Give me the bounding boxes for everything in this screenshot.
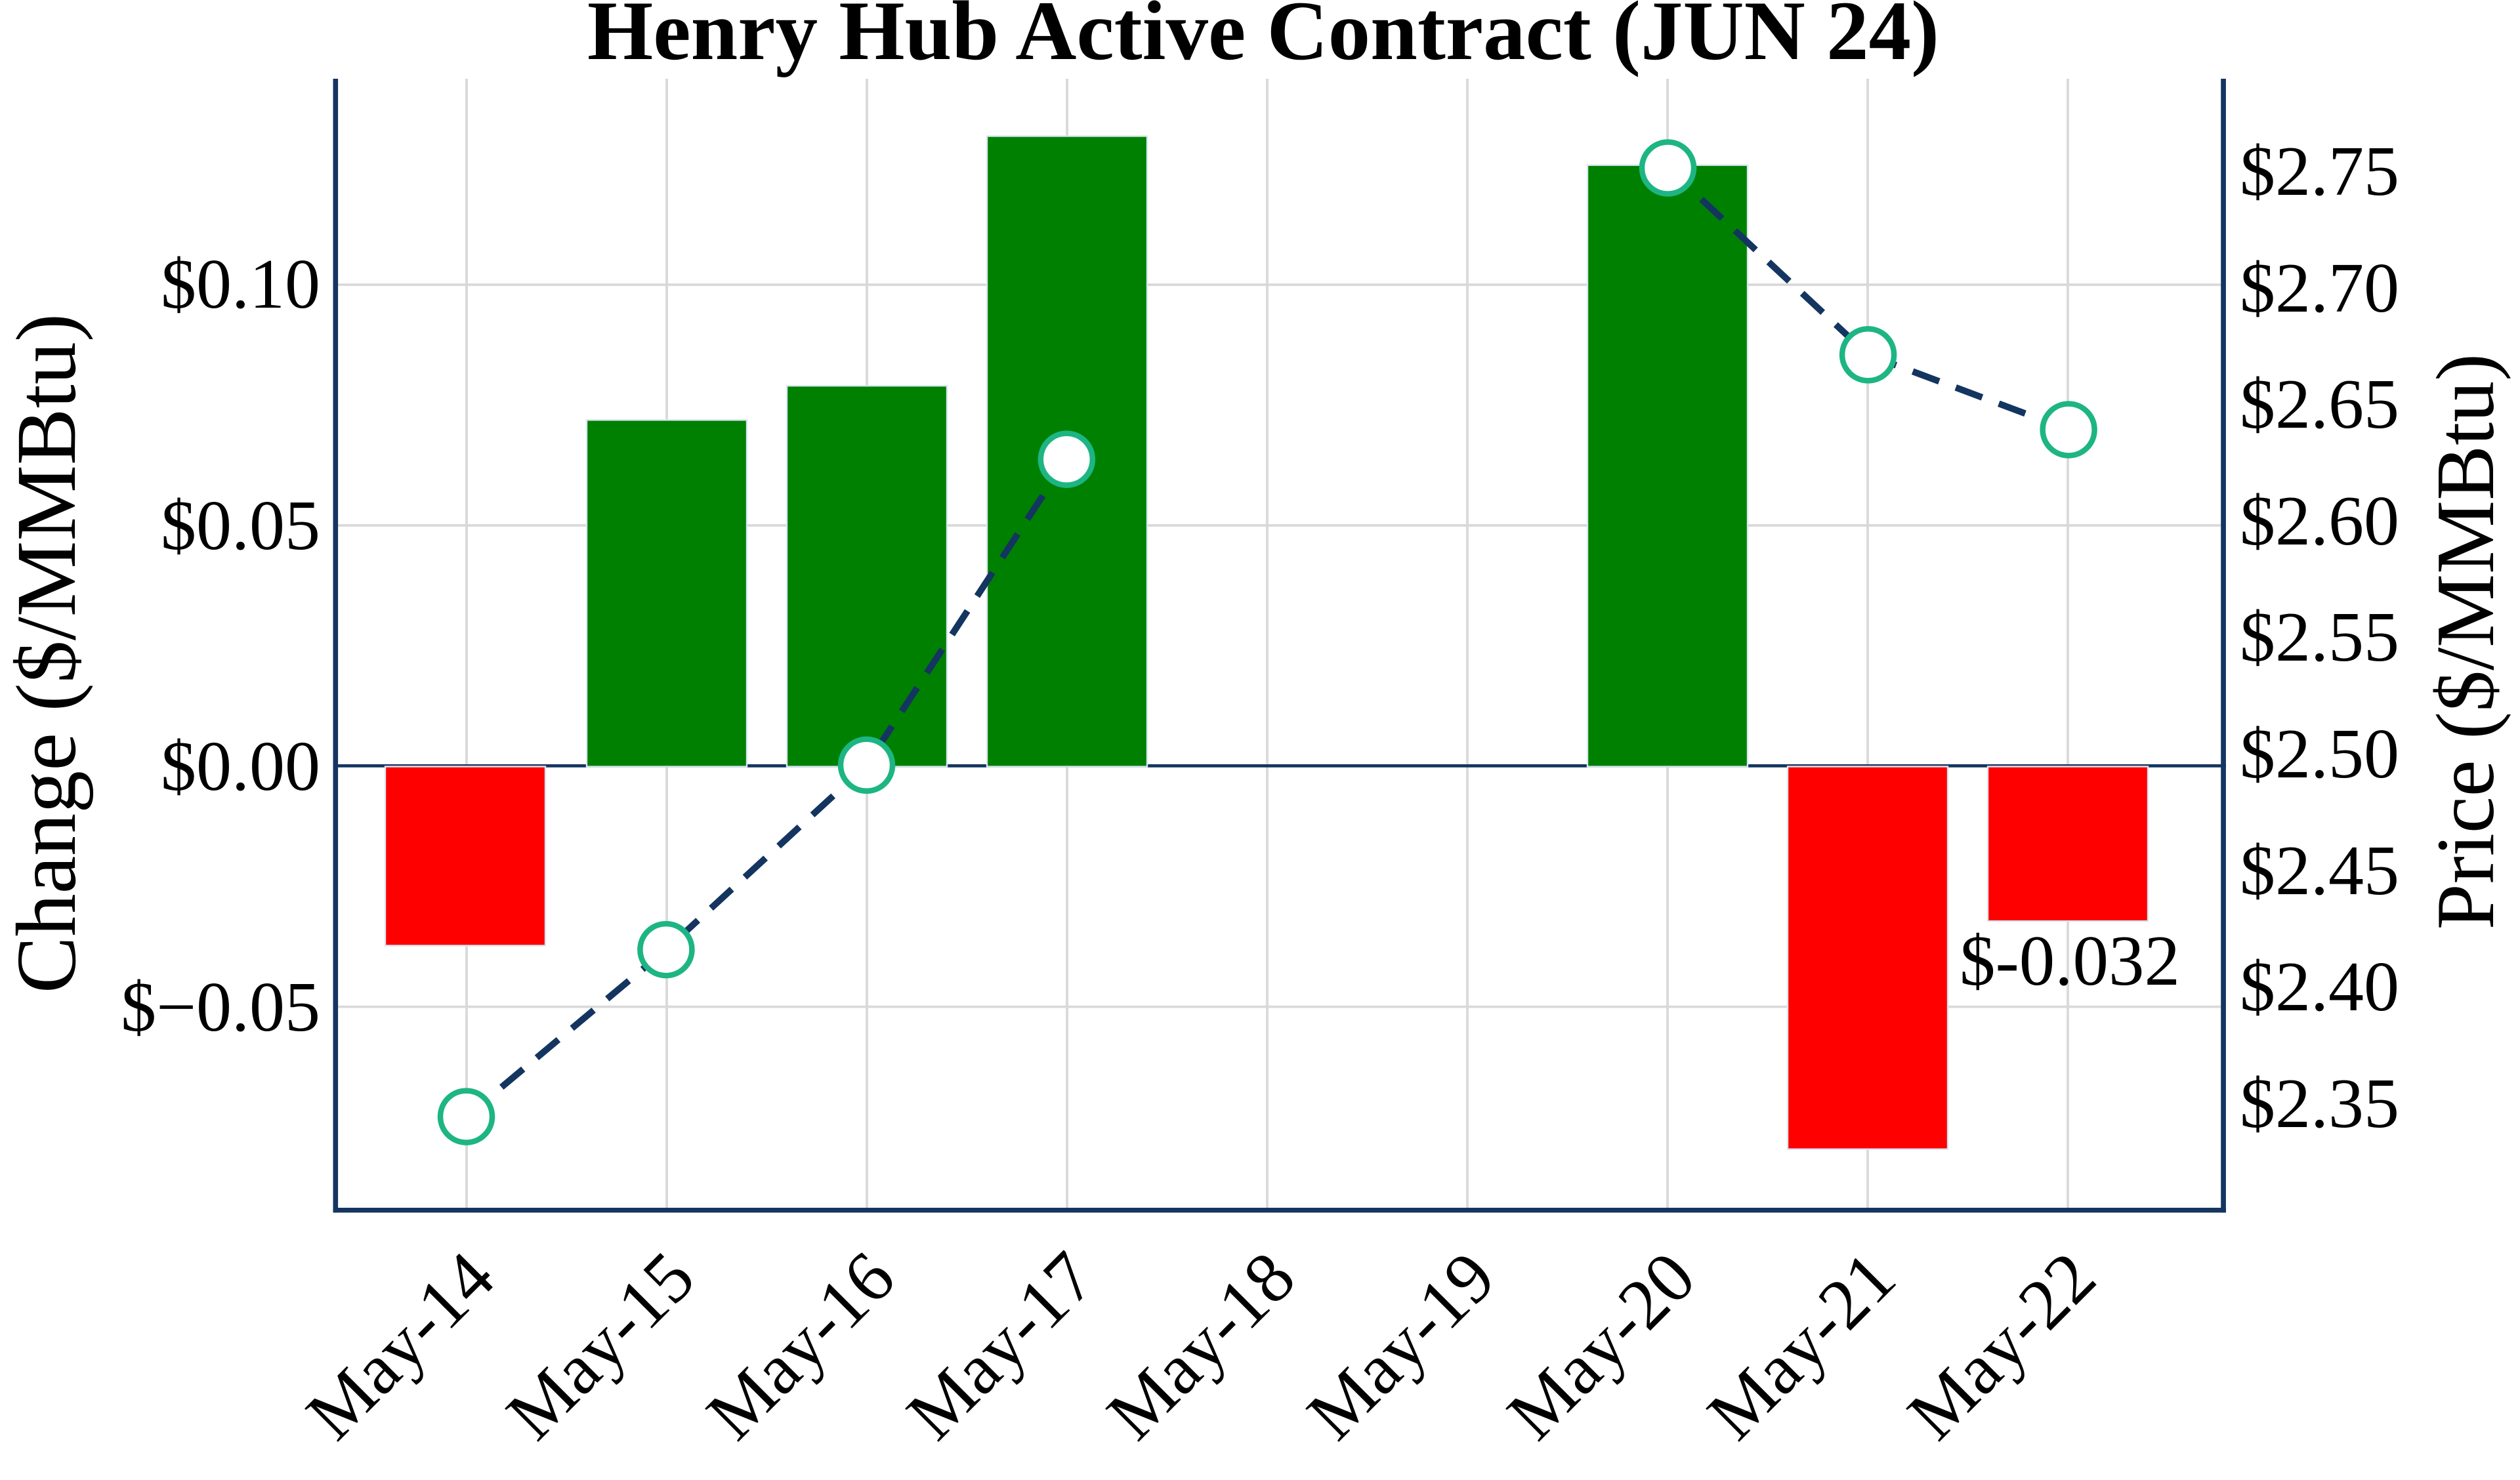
svg-text:$0.00: $0.00 <box>161 728 320 806</box>
svg-text:Change ($/MMBtu): Change ($/MMBtu) <box>0 314 94 993</box>
svg-text:$2.45: $2.45 <box>2240 832 2399 910</box>
svg-text:$2.75: $2.75 <box>2240 133 2399 211</box>
svg-text:$2.65: $2.65 <box>2240 365 2399 443</box>
svg-text:$0.05: $0.05 <box>161 487 320 565</box>
svg-text:$0.10: $0.10 <box>161 245 320 323</box>
svg-text:$2.55: $2.55 <box>2240 598 2399 676</box>
svg-text:$2.60: $2.60 <box>2240 482 2399 560</box>
svg-text:Price ($/MMBtu): Price ($/MMBtu) <box>2420 354 2511 930</box>
svg-text:$−0.05: $−0.05 <box>121 968 320 1046</box>
svg-text:$-0.032: $-0.032 <box>1960 921 2180 1000</box>
svg-text:$2.40: $2.40 <box>2240 948 2399 1026</box>
svg-text:$2.70: $2.70 <box>2240 249 2399 327</box>
svg-text:Henry Hub Active Contract (JUN: Henry Hub Active Contract (JUN 24) <box>587 0 1939 77</box>
svg-text:$2.35: $2.35 <box>2240 1065 2399 1143</box>
svg-text:$2.50: $2.50 <box>2240 715 2399 793</box>
